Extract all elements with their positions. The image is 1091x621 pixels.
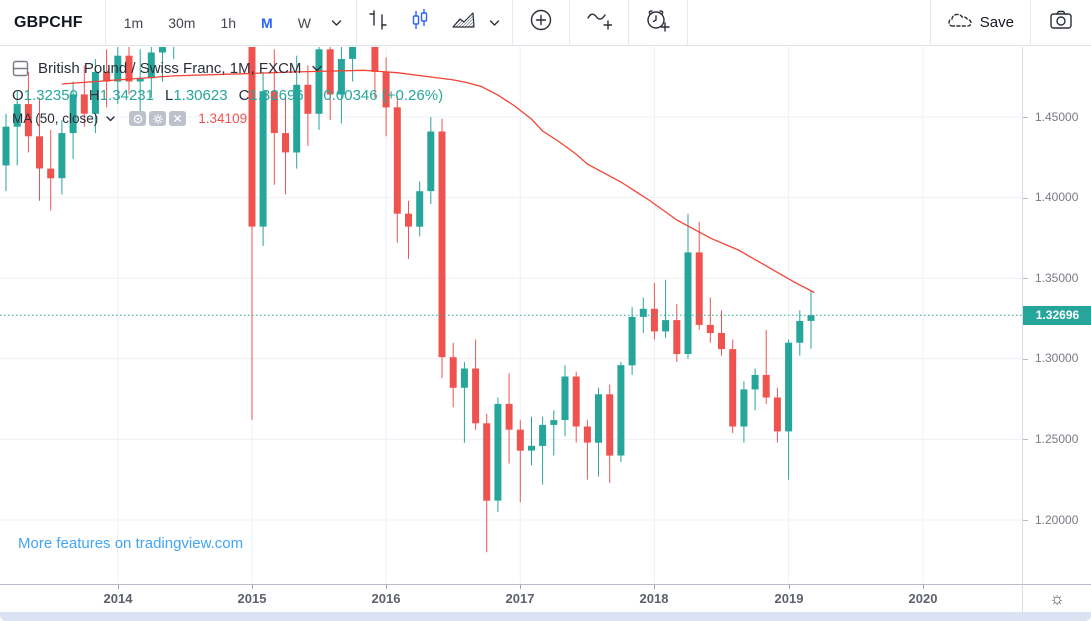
ma-chevron-down-icon[interactable] bbox=[106, 115, 115, 122]
symbol-button[interactable]: GBPCHF bbox=[14, 13, 83, 31]
compare-button[interactable] bbox=[513, 0, 569, 45]
year-label-2018: 2018 bbox=[639, 591, 669, 606]
high-value: 1.34231 bbox=[99, 87, 154, 104]
year-tick bbox=[654, 585, 655, 589]
interval-chevron-down-icon[interactable] bbox=[331, 19, 342, 27]
price-tick bbox=[1023, 359, 1028, 360]
bars-chart-icon bbox=[368, 9, 388, 36]
title-chevron-down-icon[interactable] bbox=[312, 65, 323, 72]
price-tick bbox=[1023, 439, 1028, 440]
toolbar-divider bbox=[1030, 0, 1031, 45]
price-chart-canvas[interactable] bbox=[0, 47, 1022, 583]
indicators-button[interactable] bbox=[570, 0, 628, 45]
price-axis[interactable]: 1.45000 1.40000 1.35000 1.30000 1.25000 1.200… bbox=[1022, 47, 1091, 584]
symbol-title[interactable]: British Pound / Swiss Franc, 1M, FXCM bbox=[38, 59, 302, 77]
camera-icon bbox=[1049, 10, 1073, 35]
ma-label[interactable]: MA (50, close) bbox=[12, 111, 99, 126]
year-label-2016: 2016 bbox=[371, 591, 401, 606]
toolbar-divider bbox=[627, 0, 629, 45]
year-tick bbox=[386, 585, 387, 589]
year-tick bbox=[789, 585, 790, 589]
year-label-2015: 2015 bbox=[237, 591, 267, 606]
year-label-2014: 2014 bbox=[103, 591, 133, 606]
cloud-save-icon bbox=[947, 11, 973, 35]
bars-style-button[interactable] bbox=[357, 0, 399, 45]
low-value: 1.30623 bbox=[173, 87, 228, 104]
chart-legend: British Pound / Swiss Franc, 1M, FXCM O1… bbox=[12, 57, 443, 126]
chart-area: British Pound / Swiss Franc, 1M, FXCM O1… bbox=[0, 47, 1022, 583]
ma-indicator-row: MA (50, close) bbox=[12, 111, 443, 126]
top-toolbar: GBPCHF 1m 30m 1h M W bbox=[0, 0, 1091, 46]
compare-plus-icon bbox=[529, 8, 553, 37]
close-value: 1.32696 bbox=[249, 87, 304, 104]
indicators-wave-plus-icon bbox=[586, 8, 613, 37]
axis-settings-button[interactable]: ☼ bbox=[1022, 584, 1091, 612]
price-tick-label: 1.20000 bbox=[1035, 513, 1079, 527]
close-label: C bbox=[238, 87, 250, 104]
gear-icon: ☼ bbox=[1049, 589, 1065, 608]
area-style-button[interactable] bbox=[441, 0, 487, 45]
ohlc-row: O1.32350 H1.34231 L1.30623 C1.32696 +0.0… bbox=[12, 87, 443, 104]
price-tick bbox=[1023, 520, 1028, 521]
toolbar-divider bbox=[104, 0, 106, 45]
change-value: +0.00346 (+0.26%) bbox=[314, 87, 444, 104]
save-button[interactable]: Save bbox=[931, 11, 1030, 35]
interval-button-1h[interactable]: 1h bbox=[220, 14, 237, 31]
ma-settings-button[interactable] bbox=[149, 111, 167, 126]
price-tick-label: 1.35000 bbox=[1035, 271, 1079, 285]
price-tick-label: 1.25000 bbox=[1035, 432, 1079, 446]
toolbar-divider bbox=[511, 0, 513, 45]
interval-button-M[interactable]: M bbox=[261, 14, 273, 31]
tradingview-link[interactable]: More features on tradingview.com bbox=[18, 535, 244, 552]
price-tick bbox=[1023, 198, 1028, 199]
year-label-2020: 2020 bbox=[908, 591, 938, 606]
price-tick-label: 1.40000 bbox=[1035, 190, 1079, 204]
year-tick bbox=[252, 585, 253, 589]
low-label: L bbox=[164, 87, 174, 104]
interval-button-W[interactable]: W bbox=[297, 14, 311, 31]
time-axis[interactable]: 2014 2015 2016 2017 2018 2019 2020 bbox=[0, 584, 1022, 612]
ma-visibility-button[interactable] bbox=[129, 111, 147, 126]
toolbar-divider bbox=[686, 0, 688, 45]
open-label: O bbox=[12, 87, 24, 104]
year-label-2019: 2019 bbox=[774, 591, 804, 606]
interval-button-30m[interactable]: 30m bbox=[168, 14, 196, 31]
year-label-2017: 2017 bbox=[505, 591, 535, 606]
toolbar-divider bbox=[355, 0, 357, 45]
interval-button-1m[interactable]: 1m bbox=[123, 14, 144, 31]
candlestick-chart-icon bbox=[410, 8, 430, 37]
style-chevron-down-icon[interactable] bbox=[489, 19, 500, 27]
snapshot-button[interactable] bbox=[1031, 9, 1091, 36]
price-tick-label: 1.30000 bbox=[1035, 351, 1079, 365]
alert-button[interactable] bbox=[629, 0, 687, 45]
toolbar-divider bbox=[929, 0, 931, 45]
price-tick-label: 1.45000 bbox=[1035, 110, 1079, 124]
year-tick bbox=[520, 585, 521, 589]
widget-bottom-strip bbox=[0, 612, 1091, 621]
ma-value: 1.34109 bbox=[198, 111, 248, 126]
save-label: Save bbox=[979, 14, 1014, 31]
open-value: 1.32350 bbox=[23, 87, 78, 104]
toolbar-divider bbox=[568, 0, 570, 45]
price-tick bbox=[1023, 117, 1028, 118]
alarm-clock-plus-icon bbox=[645, 8, 671, 37]
last-price-badge: 1.32696 bbox=[1023, 306, 1091, 325]
area-chart-icon bbox=[452, 10, 476, 35]
candles-style-button[interactable] bbox=[399, 0, 441, 45]
year-tick bbox=[923, 585, 924, 589]
source-grid-icon[interactable] bbox=[12, 60, 29, 77]
ma-remove-button[interactable] bbox=[169, 111, 187, 126]
year-tick bbox=[118, 585, 119, 589]
interval-group: 1m 30m 1h M W bbox=[106, 15, 329, 31]
price-tick bbox=[1023, 278, 1028, 279]
high-label: H bbox=[88, 87, 100, 104]
